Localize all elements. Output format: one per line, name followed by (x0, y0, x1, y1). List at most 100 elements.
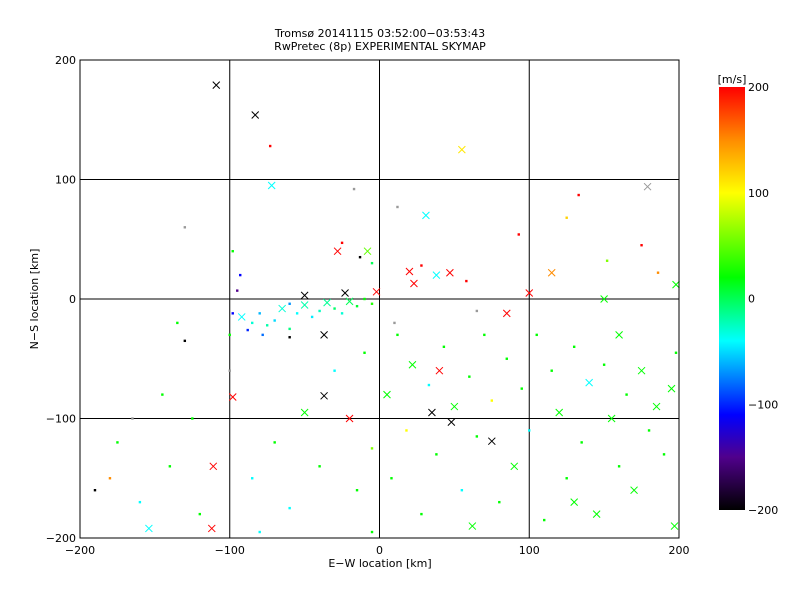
data-point-dot (261, 333, 264, 337)
data-point-dot (131, 417, 134, 420)
colorbar-tick-label: 200 (748, 81, 769, 94)
data-point-cross (667, 384, 676, 393)
data-point-dot (475, 435, 479, 438)
data-point-dot (370, 261, 374, 265)
data-point-dot (239, 273, 242, 277)
data-point-cross (592, 510, 601, 518)
colorbar-label: [m/s] (718, 73, 747, 86)
data-point-cross (300, 301, 309, 309)
data-point-dot (236, 289, 239, 292)
data-point-cross (670, 522, 679, 530)
data-point-cross (547, 268, 556, 277)
data-point-dot (577, 193, 580, 197)
data-point-dot (420, 264, 423, 267)
data-point-cross (643, 182, 652, 191)
x-tick-label: 0 (376, 544, 383, 557)
data-point-cross (363, 247, 372, 256)
data-point-dot (617, 465, 621, 468)
data-point-dot (183, 339, 187, 343)
data-point-dot (370, 530, 374, 534)
data-point-dot (340, 241, 344, 245)
data-point-cross (212, 81, 221, 89)
data-point-cross (372, 287, 381, 296)
data-point-cross (237, 313, 246, 321)
data-point-cross (251, 111, 260, 119)
chart-title: Tromsø 20141115 03:52:00−03:53:43 (274, 27, 485, 40)
data-point-dot (318, 309, 321, 313)
colorbar-tick-label: −100 (748, 398, 778, 411)
data-point-cross (267, 181, 276, 190)
data-point-dot (674, 351, 678, 354)
data-point-dot (288, 302, 291, 305)
data-point-cross (652, 402, 661, 411)
data-point-dot (572, 345, 576, 348)
data-point-dot (168, 465, 172, 468)
x-tick-label: 200 (669, 544, 690, 557)
data-point-dot (318, 465, 321, 468)
y-tick-label: −200 (46, 532, 76, 545)
data-point-cross (570, 498, 579, 507)
data-point-dot (231, 250, 234, 253)
y-tick-label: 100 (55, 174, 76, 187)
data-point-cross (447, 418, 456, 426)
data-point-dot (420, 512, 423, 516)
data-point-cross (510, 462, 519, 471)
data-point-cross (228, 393, 237, 401)
data-point-dot (288, 327, 291, 331)
data-point-cross (615, 330, 623, 339)
data-point-dot (468, 375, 471, 378)
data-point-dot (565, 477, 568, 480)
data-point-dot (176, 321, 179, 325)
data-point-dot (138, 500, 142, 504)
data-point-cross (458, 145, 466, 154)
data-point-dot (273, 319, 276, 322)
data-point-cross (607, 414, 616, 423)
data-point-dot (198, 512, 201, 516)
data-point-dot (251, 321, 254, 325)
data-point-dot (647, 429, 651, 432)
data-point-cross (422, 211, 430, 220)
data-point-dot (550, 369, 553, 372)
data-point-dot (396, 205, 399, 209)
data-point-cross (383, 390, 391, 399)
data-point-cross (408, 360, 417, 369)
colorbar-tick-label: 0 (748, 293, 755, 306)
data-point-dot (116, 441, 119, 444)
data-point-dot (333, 369, 336, 372)
data-point-dot (352, 187, 356, 191)
data-point-cross (435, 366, 444, 375)
data-point-dot (656, 271, 660, 274)
data-point-dot (605, 259, 609, 262)
data-point-cross (207, 524, 216, 533)
data-point-cross (502, 309, 511, 318)
data-point-cross (672, 280, 680, 289)
data-point-dot (465, 279, 468, 283)
y-tick-label: −100 (46, 413, 76, 426)
data-point-dot (662, 453, 666, 456)
data-point-dot (183, 226, 187, 229)
data-point-dot (528, 429, 531, 432)
data-point-dot (358, 255, 362, 259)
data-point-dot (340, 312, 344, 315)
plot-frame (79, 59, 680, 539)
data-point-dot (498, 500, 501, 504)
data-point-dot (393, 321, 396, 325)
data-point-cross (446, 268, 454, 277)
data-point-cross (320, 330, 328, 339)
data-point-dot (442, 345, 446, 348)
data-point-dot (288, 336, 291, 339)
data-point-dot (161, 393, 164, 396)
data-point-dot (265, 324, 269, 327)
data-point-dot (460, 489, 464, 492)
data-point-cross (555, 408, 564, 417)
x-tick-label: −200 (65, 544, 95, 557)
data-point-dot (258, 312, 261, 315)
colorbar-tick-label: 100 (748, 187, 769, 200)
data-point-cross (450, 402, 459, 411)
data-point-cross (468, 522, 477, 530)
data-point-dot (228, 369, 231, 372)
data-point-dot (370, 302, 374, 305)
data-point-dot (520, 387, 523, 390)
data-point-dot (191, 417, 194, 420)
